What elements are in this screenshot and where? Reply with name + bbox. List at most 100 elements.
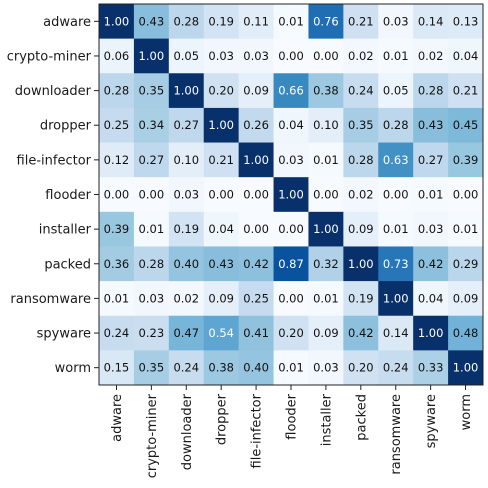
heatmap-cell-ransomware-file-infector bbox=[238, 281, 275, 317]
x-tick-label-crypto-miner: crypto-miner bbox=[145, 393, 160, 478]
cell-value-label: 0.04 bbox=[418, 291, 444, 305]
heatmap-cell-flooder-flooder bbox=[273, 177, 309, 213]
x-tick-label-packed: packed bbox=[354, 394, 369, 441]
y-tick-label-worm: worm bbox=[55, 361, 91, 376]
heatmap-cell-installer-worm bbox=[448, 211, 484, 247]
heatmap-cell-worm-spyware bbox=[413, 350, 449, 386]
heatmap-cell-file-infector-packed bbox=[343, 142, 379, 178]
heatmap-cell-adware-downloader bbox=[168, 4, 205, 40]
heatmap-cell-dropper-dropper bbox=[203, 107, 240, 144]
cell-value-label: 0.28 bbox=[383, 118, 409, 132]
cell-value-label: 0.41 bbox=[243, 326, 269, 340]
cell-value-label: 0.12 bbox=[104, 153, 130, 167]
cell-value-label: 0.20 bbox=[348, 361, 374, 375]
y-tick-label-installer: installer bbox=[39, 223, 92, 238]
heatmap-cell-adware-spyware bbox=[413, 4, 449, 40]
cell-value-label: 0.14 bbox=[418, 14, 444, 28]
heatmap-cell-spyware-dropper bbox=[203, 315, 240, 351]
heatmap-cell-adware-packed bbox=[343, 4, 379, 40]
cell-value-label: 1.00 bbox=[208, 118, 234, 132]
cell-value-label: 0.24 bbox=[348, 84, 374, 98]
cell-value-label: 0.39 bbox=[104, 222, 130, 236]
cell-value-label: 0.28 bbox=[418, 84, 444, 98]
heatmap-cell-file-infector-flooder bbox=[273, 142, 309, 178]
cell-value-label: 0.00 bbox=[278, 222, 304, 236]
cell-value-label: 0.28 bbox=[173, 14, 199, 28]
heatmap-cell-file-infector-crypto-miner bbox=[133, 142, 170, 178]
heatmap-cell-downloader-flooder bbox=[273, 73, 309, 109]
cell-value-label: 0.04 bbox=[453, 49, 479, 63]
heatmap-cell-spyware-worm bbox=[448, 315, 484, 351]
heatmap-cell-worm-file-infector bbox=[238, 350, 275, 386]
cell-value-label: 0.28 bbox=[104, 84, 130, 98]
heatmap-cell-file-infector-spyware bbox=[413, 142, 449, 178]
heatmap-cell-dropper-file-infector bbox=[238, 107, 275, 144]
cell-value-label: 0.20 bbox=[208, 84, 234, 98]
cell-value-label: 0.03 bbox=[313, 361, 339, 375]
cell-value-label: 0.35 bbox=[348, 118, 374, 132]
cell-value-label: 0.03 bbox=[383, 14, 409, 28]
cell-value-label: 0.01 bbox=[313, 291, 339, 305]
heatmap-cell-spyware-flooder bbox=[273, 315, 309, 351]
cell-value-label: 0.39 bbox=[453, 153, 479, 167]
cell-value-label: 0.47 bbox=[173, 326, 199, 340]
cell-value-label: 0.03 bbox=[418, 222, 444, 236]
y-tick-label-crypto-miner: crypto-miner bbox=[7, 49, 92, 64]
heatmap-cell-packed-worm bbox=[448, 246, 484, 282]
heatmap-cell-packed-installer bbox=[308, 246, 344, 282]
cell-value-label: 1.00 bbox=[453, 361, 479, 375]
heatmap-cell-ransomware-dropper bbox=[203, 281, 240, 317]
cell-value-label: 0.09 bbox=[243, 84, 269, 98]
heatmap-cell-spyware-ransomware bbox=[378, 315, 414, 351]
heatmap-cell-crypto-miner-flooder bbox=[273, 38, 309, 74]
cell-value-label: 0.01 bbox=[383, 49, 409, 63]
heatmap-cell-downloader-spyware bbox=[413, 73, 449, 109]
heatmap-cell-flooder-downloader bbox=[168, 177, 205, 213]
cell-value-label: 0.24 bbox=[104, 326, 130, 340]
cell-value-label: 0.10 bbox=[173, 153, 199, 167]
heatmap-cell-crypto-miner-installer bbox=[308, 38, 344, 74]
cell-value-label: 0.06 bbox=[104, 49, 130, 63]
heatmap-cell-file-infector-dropper bbox=[203, 142, 240, 178]
cell-value-label: 1.00 bbox=[348, 257, 374, 271]
cell-value-label: 1.00 bbox=[278, 188, 304, 202]
cell-value-label: 0.01 bbox=[453, 222, 479, 236]
heatmap-cell-installer-flooder bbox=[273, 211, 309, 247]
heatmap-cell-worm-adware bbox=[99, 350, 135, 386]
heatmap-cell-worm-packed bbox=[343, 350, 379, 386]
heatmap-cell-adware-dropper bbox=[203, 4, 240, 40]
cell-value-label: 0.11 bbox=[243, 14, 269, 28]
cell-value-label: 0.01 bbox=[139, 222, 165, 236]
cell-value-label: 0.10 bbox=[313, 118, 339, 132]
cell-value-label: 0.01 bbox=[278, 14, 304, 28]
cell-value-label: 0.20 bbox=[278, 326, 304, 340]
cell-value-label: 0.21 bbox=[208, 153, 234, 167]
heatmap-cells: 1.00 0.43 0.28 0.19 0.11 0.01 0.76 0.21 0.03 0.14… bbox=[99, 4, 484, 386]
heatmap-cell-downloader-crypto-miner bbox=[133, 73, 170, 109]
cell-value-label: 0.03 bbox=[173, 188, 199, 202]
cell-value-label: 1.00 bbox=[418, 326, 444, 340]
heatmap-cell-packed-crypto-miner bbox=[133, 246, 170, 282]
heatmap-cell-packed-dropper bbox=[203, 246, 240, 282]
x-tick-label-dropper: dropper bbox=[215, 393, 230, 445]
heatmap-cell-downloader-adware bbox=[99, 73, 135, 109]
heatmap-cell-file-infector-file-infector bbox=[238, 142, 275, 178]
heatmap-cell-flooder-file-infector bbox=[238, 177, 275, 213]
heatmap-cell-ransomware-worm bbox=[448, 281, 484, 317]
heatmap-cell-installer-crypto-miner bbox=[133, 211, 170, 247]
heatmap-cell-crypto-miner-spyware bbox=[413, 38, 449, 74]
heatmap-cell-flooder-ransomware bbox=[378, 177, 414, 213]
heatmap-cell-spyware-adware bbox=[99, 315, 135, 351]
cell-value-label: 0.19 bbox=[348, 291, 374, 305]
heatmap-cell-adware-ransomware bbox=[378, 4, 414, 40]
heatmap-cell-packed-downloader bbox=[168, 246, 205, 282]
cell-value-label: 0.42 bbox=[418, 257, 444, 271]
heatmap-cell-spyware-installer bbox=[308, 315, 344, 351]
heatmap-cell-adware-crypto-miner bbox=[133, 4, 170, 40]
heatmap-cell-downloader-downloader bbox=[168, 73, 205, 109]
heatmap-cell-file-infector-installer bbox=[308, 142, 344, 178]
heatmap-cell-installer-ransomware bbox=[378, 211, 414, 247]
cell-value-label: 0.43 bbox=[139, 14, 165, 28]
cell-value-label: 0.01 bbox=[313, 153, 339, 167]
heatmap-cell-flooder-crypto-miner bbox=[133, 177, 170, 213]
